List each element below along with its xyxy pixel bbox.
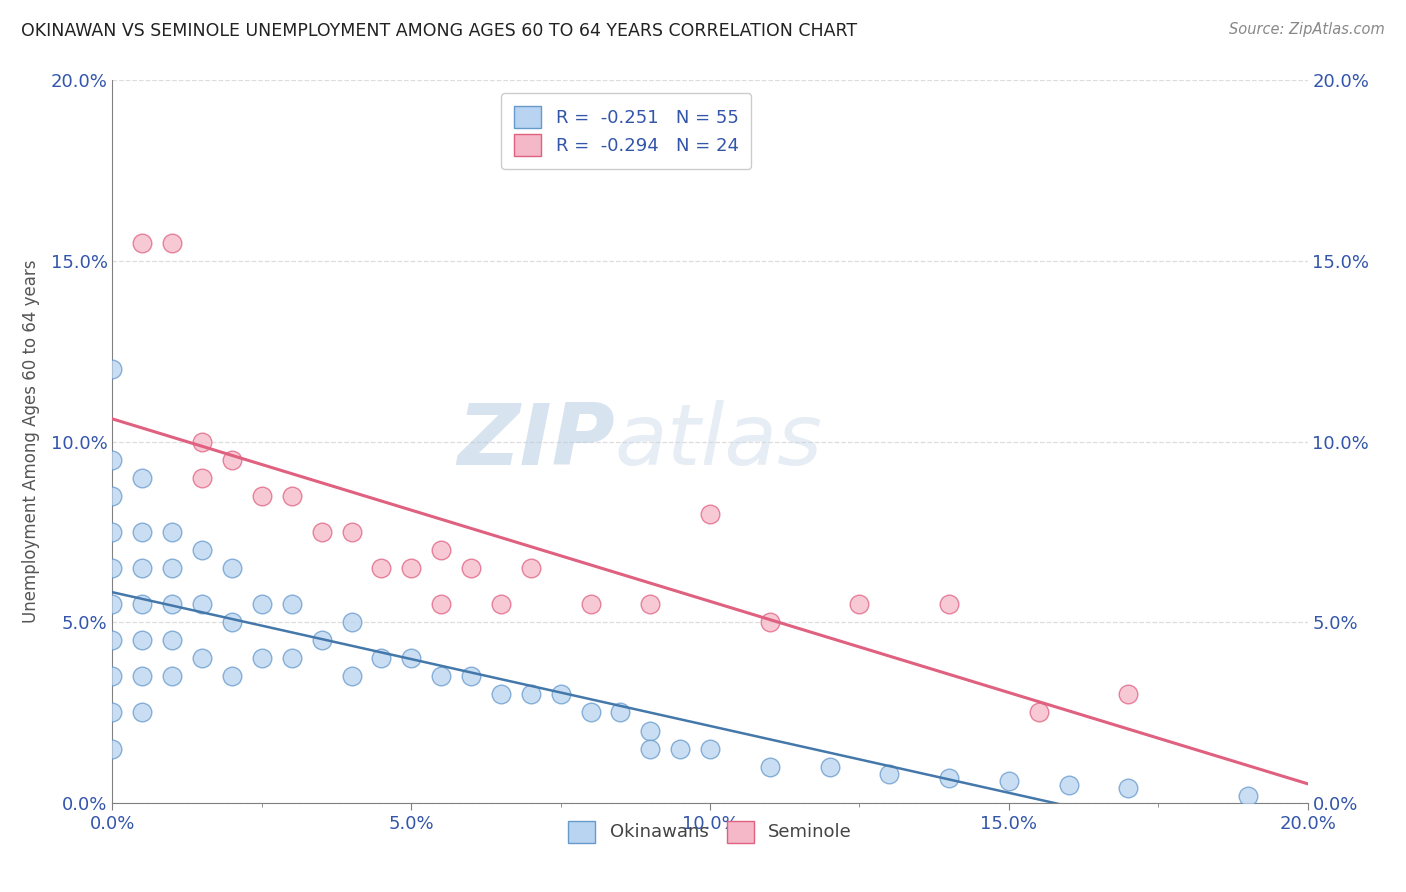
Point bbox=[131, 471, 153, 485]
Point bbox=[131, 669, 153, 683]
Point bbox=[191, 434, 214, 449]
Text: OKINAWAN VS SEMINOLE UNEMPLOYMENT AMONG AGES 60 TO 64 YEARS CORRELATION CHART: OKINAWAN VS SEMINOLE UNEMPLOYMENT AMONG … bbox=[21, 22, 858, 40]
Point bbox=[430, 542, 453, 557]
Point bbox=[430, 597, 453, 611]
Point bbox=[370, 561, 392, 575]
Point bbox=[131, 633, 153, 648]
Point bbox=[370, 651, 392, 665]
Point bbox=[460, 669, 482, 683]
Point bbox=[162, 561, 183, 575]
Point bbox=[281, 651, 304, 665]
Point bbox=[131, 706, 153, 720]
Point bbox=[221, 669, 243, 683]
Point bbox=[848, 597, 870, 611]
Point bbox=[101, 741, 124, 756]
Point bbox=[430, 669, 453, 683]
Point bbox=[401, 651, 423, 665]
Point bbox=[131, 597, 153, 611]
Legend: Okinawans, Seminole: Okinawans, Seminole bbox=[560, 812, 860, 852]
Point bbox=[281, 489, 304, 503]
Point bbox=[879, 767, 901, 781]
Point bbox=[101, 489, 124, 503]
Point bbox=[221, 615, 243, 630]
Text: Source: ZipAtlas.com: Source: ZipAtlas.com bbox=[1229, 22, 1385, 37]
Point bbox=[101, 561, 124, 575]
Point bbox=[101, 706, 124, 720]
Point bbox=[520, 561, 543, 575]
Point bbox=[1237, 789, 1260, 803]
Point bbox=[131, 524, 153, 539]
Point bbox=[101, 452, 124, 467]
Point bbox=[101, 524, 124, 539]
Point bbox=[401, 561, 423, 575]
Point bbox=[579, 706, 602, 720]
Point bbox=[1057, 778, 1080, 792]
Point bbox=[311, 524, 333, 539]
Point bbox=[489, 597, 512, 611]
Point bbox=[311, 633, 333, 648]
Point bbox=[162, 235, 183, 250]
Point bbox=[699, 507, 721, 521]
Point bbox=[1118, 781, 1140, 796]
Point bbox=[579, 597, 602, 611]
Point bbox=[609, 706, 631, 720]
Point bbox=[221, 561, 243, 575]
Point bbox=[759, 615, 782, 630]
Point bbox=[640, 597, 662, 611]
Point bbox=[640, 741, 662, 756]
Point bbox=[281, 597, 304, 611]
Point bbox=[938, 771, 960, 785]
Point bbox=[669, 741, 692, 756]
Point bbox=[101, 362, 124, 376]
Point bbox=[191, 542, 214, 557]
Point bbox=[938, 597, 960, 611]
Point bbox=[489, 687, 512, 701]
Point bbox=[550, 687, 572, 701]
Point bbox=[340, 615, 363, 630]
Point bbox=[131, 561, 153, 575]
Point bbox=[699, 741, 721, 756]
Point bbox=[1028, 706, 1050, 720]
Point bbox=[101, 633, 124, 648]
Text: ZIP: ZIP bbox=[457, 400, 614, 483]
Point bbox=[131, 235, 153, 250]
Point bbox=[1118, 687, 1140, 701]
Point bbox=[250, 489, 273, 503]
Point bbox=[101, 597, 124, 611]
Point bbox=[101, 669, 124, 683]
Point bbox=[250, 597, 273, 611]
Text: atlas: atlas bbox=[614, 400, 823, 483]
Point bbox=[250, 651, 273, 665]
Point bbox=[191, 471, 214, 485]
Point bbox=[460, 561, 482, 575]
Point bbox=[340, 669, 363, 683]
Point bbox=[221, 452, 243, 467]
Point bbox=[520, 687, 543, 701]
Point bbox=[759, 760, 782, 774]
Point bbox=[162, 633, 183, 648]
Point bbox=[191, 651, 214, 665]
Point bbox=[162, 669, 183, 683]
Point bbox=[162, 597, 183, 611]
Point bbox=[162, 524, 183, 539]
Y-axis label: Unemployment Among Ages 60 to 64 years: Unemployment Among Ages 60 to 64 years bbox=[21, 260, 39, 624]
Point bbox=[818, 760, 841, 774]
Point bbox=[340, 524, 363, 539]
Point bbox=[998, 774, 1021, 789]
Point bbox=[191, 597, 214, 611]
Point bbox=[640, 723, 662, 738]
